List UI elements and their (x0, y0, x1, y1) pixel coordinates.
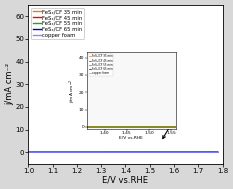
Legend: FeSₓ/CF 35 min, FeSₓ/CF 45 min, FeSₓ/CF 55 min, FeSₓ/CF 65 min, copper foam: FeSₓ/CF 35 min, FeSₓ/CF 45 min, FeSₓ/CF … (31, 8, 84, 40)
Y-axis label: j/mA cm⁻²: j/mA cm⁻² (5, 63, 14, 105)
X-axis label: E/V vs.RHE: E/V vs.RHE (103, 175, 148, 184)
